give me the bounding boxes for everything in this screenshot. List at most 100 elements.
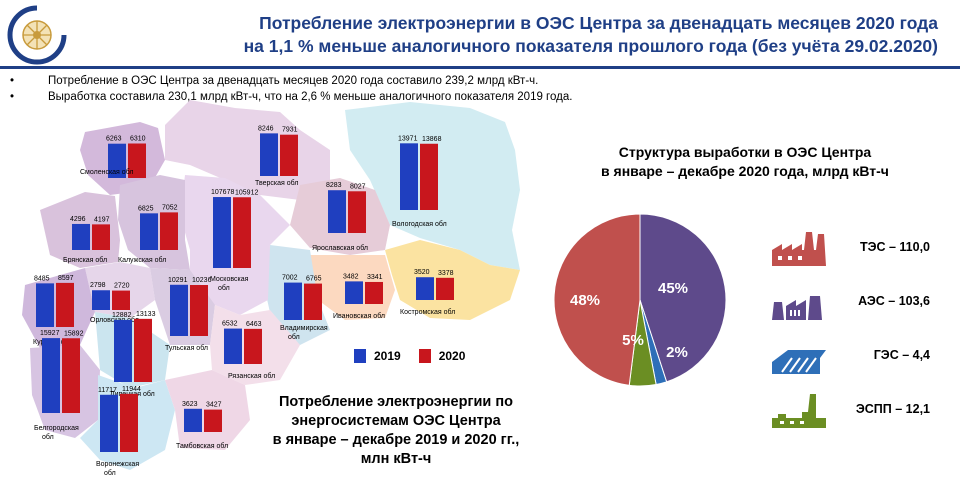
legend-label-2019: 2019 xyxy=(374,349,401,363)
bar-value-2019-1: 8246 xyxy=(258,125,274,132)
region-label-17: Тамбовская обл xyxy=(176,442,228,450)
pie-label-3: 48% xyxy=(570,292,600,309)
region-label-unit-16: обл xyxy=(104,469,116,477)
bar-value-2020-3: 4197 xyxy=(94,216,110,223)
region-label-0: Смоленская обл xyxy=(80,168,133,176)
bar-2019-15 xyxy=(42,338,60,413)
bar-2020-1 xyxy=(280,134,298,176)
region-label-6: Ярославская обл xyxy=(312,244,368,252)
bar-value-2019-13: 8485 xyxy=(34,275,50,282)
bar-2020-17 xyxy=(204,409,222,432)
bar-2020-7 xyxy=(112,290,130,310)
bar-value-2019-17: 3623 xyxy=(182,401,198,408)
region-label-1: Тверская обл xyxy=(255,179,298,187)
bar-2019-7 xyxy=(92,290,110,310)
bar-2020-14 xyxy=(134,318,152,382)
bar-value-2019-5: 107678 xyxy=(211,189,234,196)
bar-value-2020-0: 6310 xyxy=(130,135,146,142)
bar-value-2020-4: 7052 xyxy=(162,204,178,211)
legend-swatch-2019 xyxy=(354,349,366,363)
bar-value-2019-12: 3520 xyxy=(414,269,430,276)
bar-2020-8 xyxy=(190,285,208,336)
bar-2020-3 xyxy=(92,224,110,250)
bar-2019-1 xyxy=(260,133,278,176)
bar-value-2020-9: 6463 xyxy=(246,321,262,328)
bar-2019-12 xyxy=(416,277,434,300)
legend-label-tes: ТЭС – 110,0 xyxy=(859,240,930,254)
bar-2020-13 xyxy=(56,282,74,327)
legend-row-aes: АЭС – 103,6 xyxy=(768,282,958,322)
bar-value-2019-6: 8283 xyxy=(326,182,342,189)
region-label-3: Брянская обл xyxy=(63,256,107,264)
title-divider xyxy=(0,66,960,69)
generation-pie-chart: 45% 2% 5% 48% xyxy=(553,213,727,387)
company-logo-icon xyxy=(7,5,67,65)
region-label-16: Воронежская xyxy=(96,461,139,468)
bar-value-2019-2: 13971 xyxy=(398,135,418,142)
legend-label-ges: ГЭС – 4,4 xyxy=(873,348,930,362)
nuclear-plant-icon xyxy=(772,296,822,320)
region-label-11: Ивановская обл xyxy=(333,312,385,320)
page-title: Потребление электроэнергии в ОЭС Центра … xyxy=(243,13,938,56)
bar-value-2019-15: 15927 xyxy=(40,330,60,337)
bar-2019-11 xyxy=(345,281,363,304)
bar-value-2019-14: 12882 xyxy=(112,312,132,319)
bar-2020-4 xyxy=(160,212,178,250)
region-bars: 6263 6310 Смоленская обл 8246 7931 Тверская о… xyxy=(33,125,455,477)
bar-2019-10 xyxy=(284,282,302,320)
region-label-unit-5: обл xyxy=(218,284,230,292)
bar-value-2019-8: 10291 xyxy=(168,277,188,284)
bar-value-2020-10: 6765 xyxy=(306,276,322,283)
hydro-plant-icon xyxy=(772,350,826,374)
bar-value-2019-0: 6263 xyxy=(106,136,122,143)
bar-2019-17 xyxy=(184,408,202,432)
region-label-12: Костромская обл xyxy=(400,308,455,316)
bar-2019-4 xyxy=(140,213,158,250)
region-label-15: Белгородская xyxy=(34,425,79,432)
bar-value-2019-3: 4296 xyxy=(70,216,86,223)
bar-value-2020-8: 10236 xyxy=(192,277,212,284)
pie-label-0: 45% xyxy=(658,280,688,297)
bar-2020-6 xyxy=(348,191,366,233)
thermal-plant-icon xyxy=(772,232,826,266)
bar-2019-14 xyxy=(114,319,132,382)
bar-2019-9 xyxy=(224,328,242,364)
bar-2020-11 xyxy=(365,281,383,304)
legend-item-2019: 2019 xyxy=(354,349,401,363)
legend-row-espp: ЭСПП – 12,1 xyxy=(768,390,958,430)
region-label-8: Тульская обл xyxy=(165,344,208,352)
pie-slice-3 xyxy=(553,213,641,386)
bar-value-2020-2: 13868 xyxy=(422,136,442,143)
legend-swatch-2020 xyxy=(418,349,431,363)
legend-row-ges: ГЭС – 4,4 xyxy=(768,336,958,376)
industrial-plant-icon xyxy=(772,394,826,428)
bar-2019-0 xyxy=(108,143,126,178)
region-label-5: Московская xyxy=(210,276,249,283)
pie-label-1: 2% xyxy=(666,344,688,361)
bar-2020-16 xyxy=(120,393,138,452)
bar-value-2020-15: 15892 xyxy=(64,330,84,337)
map-caption: Потребление электроэнергии по энергосист… xyxy=(272,394,520,467)
bar-value-2019-10: 7002 xyxy=(282,275,298,282)
legend-item-2020: 2020 xyxy=(418,349,466,363)
bar-value-2020-16: 11944 xyxy=(122,386,141,393)
bar-value-2019-7: 2798 xyxy=(90,282,106,289)
bar-value-2020-6: 8027 xyxy=(350,183,366,190)
bar-value-2020-5: 105912 xyxy=(235,189,258,196)
bar-2020-0 xyxy=(128,143,146,178)
legend-row-tes: ТЭС – 110,0 xyxy=(768,228,958,268)
region-label-10: Владимирская xyxy=(280,325,328,332)
pie-slice-0 xyxy=(639,213,727,383)
bar-2020-9 xyxy=(244,328,262,364)
bar-2019-13 xyxy=(36,283,54,327)
bar-value-2020-13: 8597 xyxy=(58,275,74,282)
legend-label-aes: АЭС – 103,6 xyxy=(858,294,930,308)
pie-chart-title: Структура выработки в ОЭС Центра в январ… xyxy=(601,144,889,179)
bar-2020-10 xyxy=(304,283,322,320)
legend-label-2020: 2020 xyxy=(438,349,466,363)
bar-value-2019-9: 6532 xyxy=(222,321,238,328)
bar-value-2019-11: 3482 xyxy=(343,273,359,280)
bar-2019-6 xyxy=(328,190,346,233)
bar-value-2020-11: 3341 xyxy=(367,274,383,281)
